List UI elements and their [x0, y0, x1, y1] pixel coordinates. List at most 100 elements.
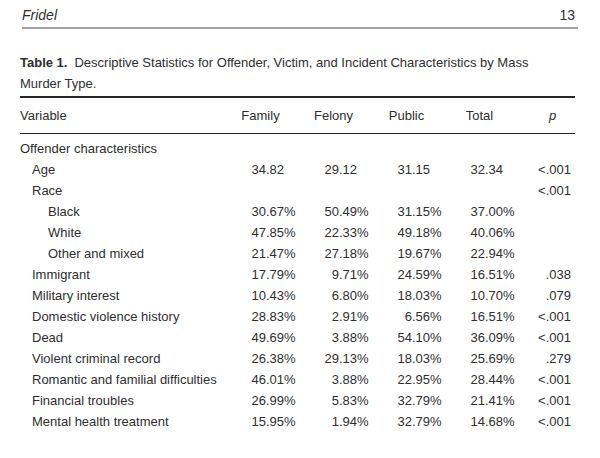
stat-value: 3.88%	[297, 327, 370, 348]
stat-value: 24.59%	[370, 264, 443, 285]
table-row: Violent criminal record26.38%29.13%18.03…	[20, 348, 575, 369]
row-label: Black	[20, 201, 224, 222]
running-head-rule	[22, 27, 578, 29]
column-header-variable: Variable	[20, 105, 224, 126]
table-row: Immigrant17.79%9.71%24.59%16.51%.038	[20, 264, 575, 285]
column-header-felony: Felony	[297, 105, 370, 126]
stat-value: 19.67%	[370, 243, 443, 264]
p-value: .279	[516, 348, 575, 369]
table-row: Mental health treatment15.95%1.94%32.79%…	[20, 411, 575, 432]
stat-value: 47.85%	[224, 222, 297, 243]
table-row: White47.85%22.33%49.18%40.06%	[20, 222, 575, 243]
row-label: Romantic and familial difficulties	[20, 369, 224, 390]
row-label: Other and mixed	[20, 243, 224, 264]
table-row: Offender characteristics	[20, 138, 575, 159]
stat-value: 22.95%	[370, 369, 443, 390]
descriptive-statistics-table: Variable Family Felony Public Total p Of…	[20, 96, 575, 432]
row-label: Immigrant	[20, 264, 224, 285]
stat-value: 18.03%	[370, 348, 443, 369]
table-row: Age34.8229.1231.1532.34<.001	[20, 159, 575, 180]
stat-value: 16.51%	[443, 264, 516, 285]
table-row: Other and mixed21.47%27.18%19.67%22.94%	[20, 243, 575, 264]
column-header-public: Public	[370, 105, 443, 126]
stat-value: 26.99%	[224, 390, 297, 411]
stat-value: 36.09%	[443, 327, 516, 348]
stat-value: 50.49%	[297, 201, 370, 222]
stat-value: 10.70%	[443, 285, 516, 306]
table-row: Dead49.69%3.88%54.10%36.09%<.001	[20, 327, 575, 348]
stat-value: 37.00%	[443, 201, 516, 222]
stat-value: 29.12	[297, 159, 370, 180]
stat-value: 32.79%	[370, 390, 443, 411]
column-header-family: Family	[224, 105, 297, 126]
table-header-row: Variable Family Felony Public Total p	[20, 98, 575, 133]
stat-value: 5.83%	[297, 390, 370, 411]
stat-value: 3.88%	[297, 369, 370, 390]
stat-value: 32.79%	[370, 411, 443, 432]
column-header-total: Total	[443, 105, 516, 126]
row-label: Age	[20, 159, 224, 180]
stat-value: 1.94%	[297, 411, 370, 432]
stat-value: 2.91%	[297, 306, 370, 327]
table-caption: Table 1.Descriptive Statistics for Offen…	[20, 52, 560, 94]
running-head-author: Fridel	[22, 5, 57, 26]
stat-value: 16.51%	[443, 306, 516, 327]
stat-value: 18.03%	[370, 285, 443, 306]
stat-value: 25.69%	[443, 348, 516, 369]
row-label: Financial troubles	[20, 390, 224, 411]
stat-value: 46.01%	[224, 369, 297, 390]
stat-value: 49.18%	[370, 222, 443, 243]
stat-value: 49.69%	[224, 327, 297, 348]
stat-value: 9.71%	[297, 264, 370, 285]
p-value: .079	[516, 285, 575, 306]
running-head: Fridel 13	[22, 5, 575, 26]
stat-value: 28.83%	[224, 306, 297, 327]
stat-value: 31.15	[370, 159, 443, 180]
table-row: Military interest10.43%6.80%18.03%10.70%…	[20, 285, 575, 306]
p-value: .038	[516, 264, 575, 285]
row-label: Dead	[20, 327, 224, 348]
p-value: <.001	[516, 159, 575, 180]
stat-value: 54.10%	[370, 327, 443, 348]
stat-value: 10.43%	[224, 285, 297, 306]
p-value: <.001	[516, 369, 575, 390]
table-row: Romantic and familial difficulties46.01%…	[20, 369, 575, 390]
p-value: <.001	[516, 180, 575, 201]
stat-value: 14.68%	[443, 411, 516, 432]
page-number: 13	[559, 5, 575, 26]
table-caption-text: Descriptive Statistics for Offender, Vic…	[20, 55, 528, 91]
row-label: Offender characteristics	[20, 138, 224, 159]
row-label: Domestic violence history	[20, 306, 224, 327]
row-label: Race	[20, 180, 224, 201]
stat-value: 6.56%	[370, 306, 443, 327]
table-body: Offender characteristicsAge34.8229.1231.…	[20, 134, 575, 432]
table-row: Financial troubles26.99%5.83%32.79%21.41…	[20, 390, 575, 411]
table-row: Domestic violence history28.83%2.91%6.56…	[20, 306, 575, 327]
table-caption-label: Table 1.	[20, 55, 67, 70]
table-row: Race <.001	[20, 180, 575, 201]
stat-value: 22.33%	[297, 222, 370, 243]
stat-value: 22.94%	[443, 243, 516, 264]
row-label: White	[20, 222, 224, 243]
stat-value: 28.44%	[443, 369, 516, 390]
p-value: <.001	[516, 390, 575, 411]
stat-value: 27.18%	[297, 243, 370, 264]
stat-value: 17.79%	[224, 264, 297, 285]
p-value: <.001	[516, 327, 575, 348]
column-header-p: p	[516, 105, 575, 126]
stat-value: 31.15%	[370, 201, 443, 222]
stat-value: 29.13%	[297, 348, 370, 369]
stat-value: 40.06%	[443, 222, 516, 243]
stat-value: 6.80%	[297, 285, 370, 306]
table-row: Black30.67%50.49%31.15%37.00%	[20, 201, 575, 222]
stat-value: 32.34	[443, 159, 516, 180]
stat-value: 34.82	[224, 159, 297, 180]
row-label: Violent criminal record	[20, 348, 224, 369]
stat-value: 21.47%	[224, 243, 297, 264]
stat-value: 30.67%	[224, 201, 297, 222]
row-label: Mental health treatment	[20, 411, 224, 432]
row-label: Military interest	[20, 285, 224, 306]
p-value: <.001	[516, 306, 575, 327]
stat-value: 15.95%	[224, 411, 297, 432]
stat-value: 21.41%	[443, 390, 516, 411]
